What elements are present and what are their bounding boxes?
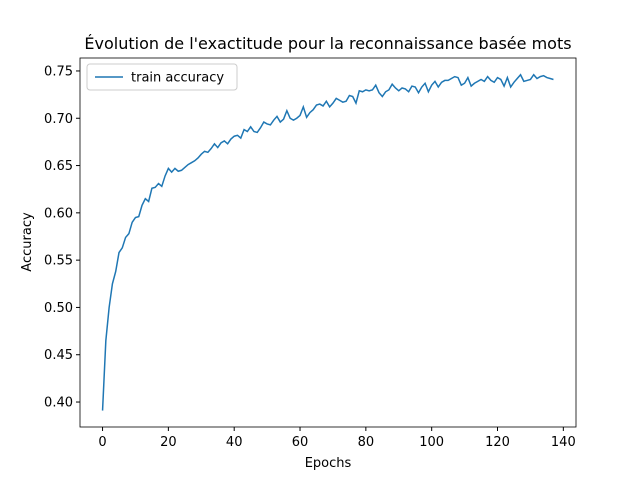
x-tick-label: 20 xyxy=(160,435,177,450)
y-tick-label: 0.70 xyxy=(44,112,73,127)
x-tick-label: 80 xyxy=(358,435,375,450)
legend-box xyxy=(86,63,238,91)
x-tick-label: 40 xyxy=(226,435,243,450)
data-line xyxy=(101,73,554,411)
x-tick-label: 0 xyxy=(98,435,106,450)
plot-frame xyxy=(79,57,577,428)
y-tick-label: 0.50 xyxy=(44,301,73,316)
y-tick-label: 0.65 xyxy=(44,159,73,174)
x-axis-label: Epochs xyxy=(305,456,352,471)
chart-title: Évolution de l'exactitude pour la reconn… xyxy=(84,34,571,53)
y-tick-label: 0.40 xyxy=(44,396,73,411)
y-axis-label: Accuracy xyxy=(20,212,35,272)
x-tick-label: 100 xyxy=(419,435,444,450)
y-tick-label: 0.75 xyxy=(44,64,73,79)
x-tick-label: 120 xyxy=(485,435,510,450)
x-tick-label: 140 xyxy=(551,435,576,450)
y-tick-label: 0.60 xyxy=(44,206,73,221)
y-tick-label: 0.45 xyxy=(44,348,73,363)
legend-label: train accuracy xyxy=(131,71,224,86)
x-tick-label: 60 xyxy=(292,435,309,450)
y-tick-label: 0.55 xyxy=(44,254,73,269)
